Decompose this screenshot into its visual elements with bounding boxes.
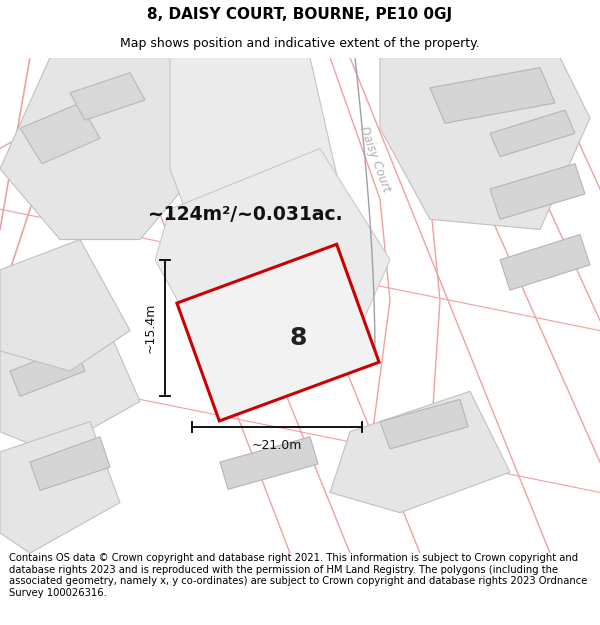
Polygon shape bbox=[490, 164, 585, 219]
Polygon shape bbox=[0, 239, 130, 371]
Polygon shape bbox=[20, 103, 100, 164]
Polygon shape bbox=[500, 234, 590, 290]
Text: 8, DAISY COURT, BOURNE, PE10 0GJ: 8, DAISY COURT, BOURNE, PE10 0GJ bbox=[148, 7, 452, 22]
Polygon shape bbox=[430, 68, 555, 123]
Polygon shape bbox=[380, 399, 468, 449]
Polygon shape bbox=[170, 58, 340, 270]
Polygon shape bbox=[0, 422, 120, 553]
Text: Daisy Court: Daisy Court bbox=[357, 124, 393, 193]
Polygon shape bbox=[70, 72, 145, 120]
Polygon shape bbox=[380, 58, 590, 229]
Text: ~124m²/~0.031ac.: ~124m²/~0.031ac. bbox=[148, 205, 343, 224]
Polygon shape bbox=[155, 149, 390, 351]
Polygon shape bbox=[490, 110, 575, 157]
Polygon shape bbox=[0, 58, 200, 239]
Polygon shape bbox=[30, 437, 110, 491]
Text: ~21.0m: ~21.0m bbox=[252, 439, 302, 452]
Polygon shape bbox=[330, 391, 510, 512]
Polygon shape bbox=[220, 437, 318, 489]
Polygon shape bbox=[10, 346, 85, 396]
Polygon shape bbox=[0, 311, 140, 452]
Text: ~15.4m: ~15.4m bbox=[144, 303, 157, 353]
Text: 8: 8 bbox=[289, 326, 307, 349]
Text: Contains OS data © Crown copyright and database right 2021. This information is : Contains OS data © Crown copyright and d… bbox=[9, 553, 587, 598]
Text: Map shows position and indicative extent of the property.: Map shows position and indicative extent… bbox=[120, 37, 480, 49]
Polygon shape bbox=[177, 244, 379, 421]
